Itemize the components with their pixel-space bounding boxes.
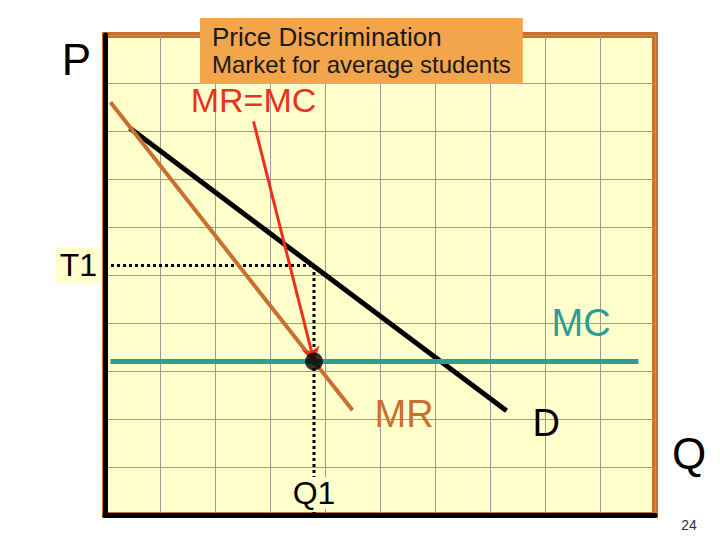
svg-text:T1: T1 [60,247,97,283]
svg-text:24: 24 [681,517,697,533]
svg-text:P: P [62,35,91,84]
svg-text:D: D [533,402,560,444]
svg-text:MR=MC: MR=MC [191,81,317,119]
svg-text:MC: MC [552,302,611,344]
svg-text:Price Discrimination: Price Discrimination [212,22,442,52]
svg-text:Market for average students: Market for average students [212,51,511,78]
svg-text:MR: MR [375,393,434,435]
svg-text:Q1: Q1 [293,475,336,511]
svg-text:Q: Q [672,429,706,478]
